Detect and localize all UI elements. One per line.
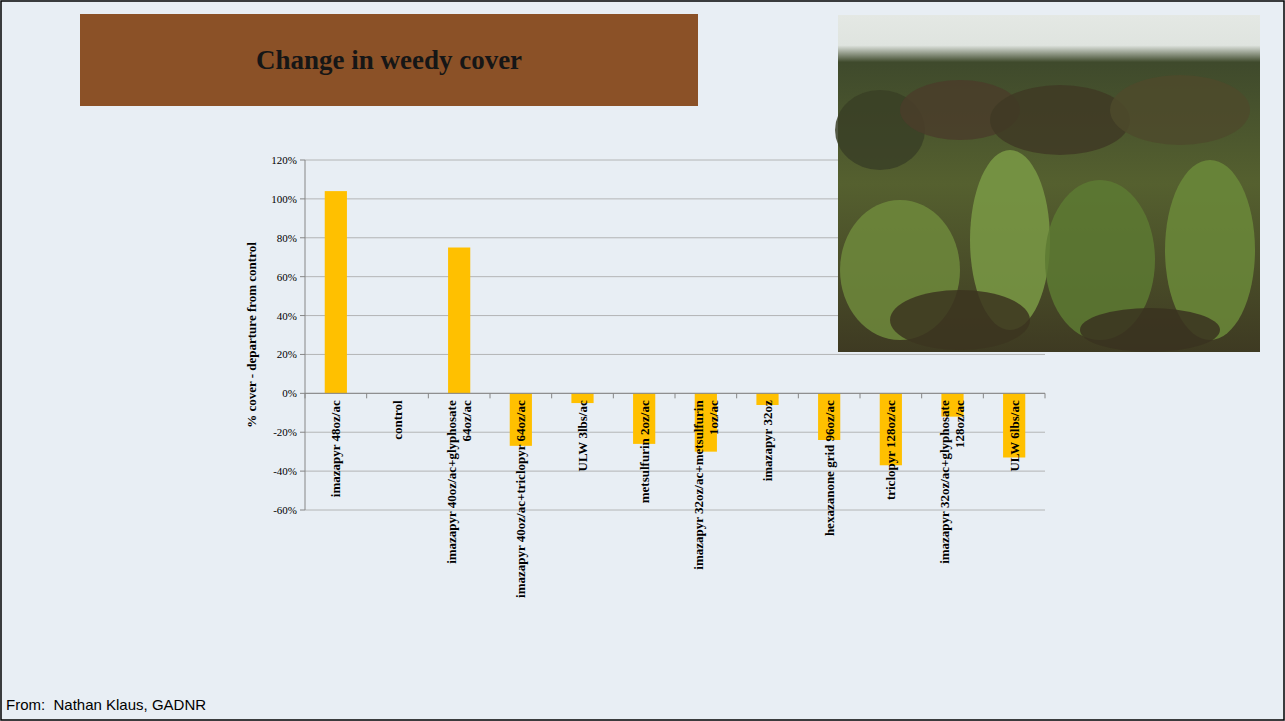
x-tick [736,393,737,398]
y-axis [305,160,306,510]
background [0,0,1285,721]
label-line: imazapyr 32oz/ac+metsulfurin [691,400,706,570]
y-axis-title: % cover - departure from control [244,242,259,428]
label-line: imazapyr 32oz [760,400,775,481]
title: Change in weedy cover [256,45,522,75]
label-line: imazapyr 40oz/ac+triclopyr 64oz/ac [513,400,528,598]
x-tick [983,393,984,398]
y-tick-label: -20% [273,426,297,438]
x-tick [428,393,429,398]
label-line: triclopyr 128oz/ac [883,400,898,500]
label-line: 128oz/ac [953,400,968,448]
x-tick-label: triclopyr 128oz/ac [883,400,898,500]
label-line: ULW 6lbs/ac [1007,400,1022,471]
photo-foliage [890,290,1030,350]
x-tick [921,393,922,398]
grid-line [305,510,1045,511]
label-line: ULW 3lbs/ac [575,400,590,471]
x-tick-label: imazapyr 32oz/ac+glyphosate128oz/ac [938,400,968,564]
label-line: hexazanone grid 96oz/ac [822,400,837,536]
bar [325,191,347,393]
x-tick [613,393,614,398]
y-tick-label: -40% [273,465,297,477]
x-tick-label: imazapyr 32oz/ac+metsulfurin1oz/ac [691,400,721,570]
x-tick-label: imazapyr 48oz/ac [328,400,343,497]
y-tick-label: 20% [277,348,297,360]
slide-frame [1,1,1284,720]
y-tick [300,276,305,277]
footer: From: Nathan Klaus, GADNR [6,696,206,713]
slide: -60% -40% -20% 0% 20% 40% 60% 80% 100% 120% % cove… [0,0,1285,721]
x-tick-label: imazapyr 32oz [760,400,775,481]
y-tick-label: 40% [277,310,297,322]
y-tick [300,354,305,355]
photo-foliage [990,85,1130,155]
grid [300,160,1045,510]
x-tick-label: imazapyr 40oz/ac+triclopyr 64oz/ac [513,400,528,598]
x-tick [798,393,799,398]
y-tick [300,471,305,472]
y-tick-label: 100% [271,193,297,205]
label-line: metsulfurin 2oz/ac [637,400,652,503]
y-tick [300,198,305,199]
y-tick [300,315,305,316]
grid-line [305,354,1045,355]
title-box [80,14,698,106]
label-line: control [390,400,405,440]
y-tick [300,160,305,161]
x-tick [490,393,491,398]
x-tick [860,393,861,398]
label-line: imazapyr 32oz/ac+glyphosate [938,400,953,564]
photo-foliage [1110,75,1250,145]
label-line: imazapyr 48oz/ac [328,400,343,497]
grid-line [305,432,1045,433]
x-tick [675,393,676,398]
y-tick-label: 120% [271,154,297,166]
x-tick-label: metsulfurin 2oz/ac [637,400,652,503]
x-tick [305,393,306,398]
x-tick-label: control [390,400,405,440]
grid-line [305,471,1045,472]
y-tick [300,510,305,511]
photo-frame [838,15,1260,352]
y-tick [300,432,305,433]
y-tick [300,237,305,238]
y-tick [300,393,305,394]
x-tick-label: hexazanone grid 96oz/ac [822,400,837,536]
label-line: 64oz/ac [459,400,474,441]
y-tick-label: -60% [273,504,297,516]
x-tick [366,393,367,398]
x-tick-label: ULW 3lbs/ac [575,400,590,471]
y-tick-label: 80% [277,232,297,244]
label-line: imazapyr 40oz/ac+glyphosate [444,400,459,564]
x-tick [1045,393,1046,398]
photo [835,15,1260,352]
y-tick-label: 0% [282,387,297,399]
x-tick [551,393,552,398]
x-tick-label: imazapyr 40oz/ac+glyphosate64oz/ac [444,400,474,564]
photo-foliage [1080,308,1220,352]
y-tick-label: 60% [277,271,297,283]
x-tick-label: ULW 6lbs/ac [1007,400,1022,471]
bar [448,248,470,394]
label-line: 1oz/ac [706,400,721,435]
